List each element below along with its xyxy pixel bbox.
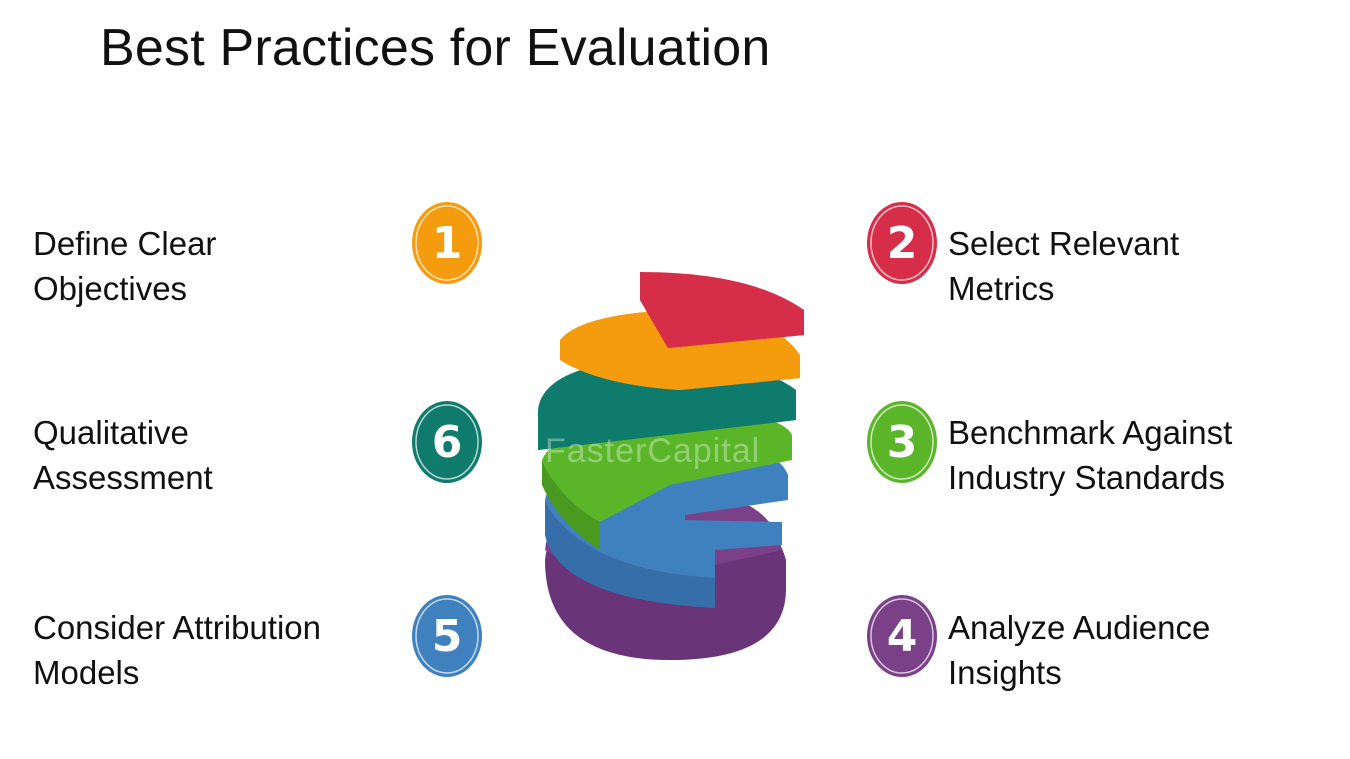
item-4-text: Analyze Audience Insights: [948, 605, 1210, 695]
badge-ring: [415, 205, 479, 281]
badge-ring: [870, 404, 934, 480]
badge-5: 5: [411, 594, 483, 678]
item-1-text: Define Clear Objectives: [33, 221, 216, 311]
badge-number: 2: [887, 218, 918, 269]
item-5-line1: Consider Attribution: [33, 609, 321, 646]
badge-ring: [415, 598, 479, 674]
badge-2: 2: [866, 201, 938, 285]
badge-3: 3: [866, 400, 938, 484]
layer-red: [640, 272, 804, 348]
badge-number: 4: [887, 611, 918, 662]
item-1-line1: Define Clear: [33, 225, 217, 262]
badge-ring: [870, 205, 934, 281]
item-4-line2: Insights: [948, 654, 1062, 691]
item-4-line1: Analyze Audience: [948, 609, 1211, 646]
badge-circle: [412, 595, 482, 677]
item-5-text: Consider Attribution Models: [33, 605, 321, 695]
item-3-text: Benchmark Against Industry Standards: [948, 410, 1232, 500]
badge-circle: [412, 202, 482, 284]
item-6-line2: Assessment: [33, 459, 213, 496]
badge-ring: [870, 598, 934, 674]
badge-1: 1: [411, 201, 483, 285]
item-3-line2: Industry Standards: [948, 459, 1225, 496]
stacked-pie-illustration: [520, 260, 830, 680]
badge-number: 5: [432, 611, 463, 662]
item-2-line2: Metrics: [948, 270, 1055, 307]
page-title: Best Practices for Evaluation: [100, 19, 771, 77]
item-6-text: Qualitative Assessment: [33, 410, 213, 500]
watermark-text: FasterCapital: [545, 432, 761, 470]
badge-number: 3: [887, 417, 918, 468]
badge-circle: [412, 401, 482, 483]
item-6-line1: Qualitative: [33, 414, 189, 451]
badge-number: 6: [432, 417, 463, 468]
item-5-line2: Models: [33, 654, 140, 691]
badge-circle: [867, 595, 937, 677]
badge-circle: [867, 202, 937, 284]
badge-4: 4: [866, 594, 938, 678]
item-2-line1: Select Relevant: [948, 225, 1180, 262]
item-3-line1: Benchmark Against: [948, 414, 1233, 451]
badge-number: 1: [432, 218, 463, 269]
item-1-line2: Objectives: [33, 270, 188, 307]
badge-6: 6: [411, 400, 483, 484]
item-2-text: Select Relevant Metrics: [948, 221, 1179, 311]
badge-ring: [415, 404, 479, 480]
badge-circle: [867, 401, 937, 483]
